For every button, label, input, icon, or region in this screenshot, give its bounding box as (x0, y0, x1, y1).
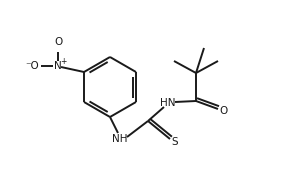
Text: O: O (54, 37, 62, 47)
Text: +: + (60, 56, 67, 66)
Text: N: N (54, 61, 62, 71)
Text: O: O (219, 106, 227, 116)
Text: HN: HN (160, 98, 176, 108)
Text: NH: NH (112, 134, 128, 144)
Text: S: S (172, 137, 178, 147)
Text: ⁻O: ⁻O (25, 61, 39, 71)
